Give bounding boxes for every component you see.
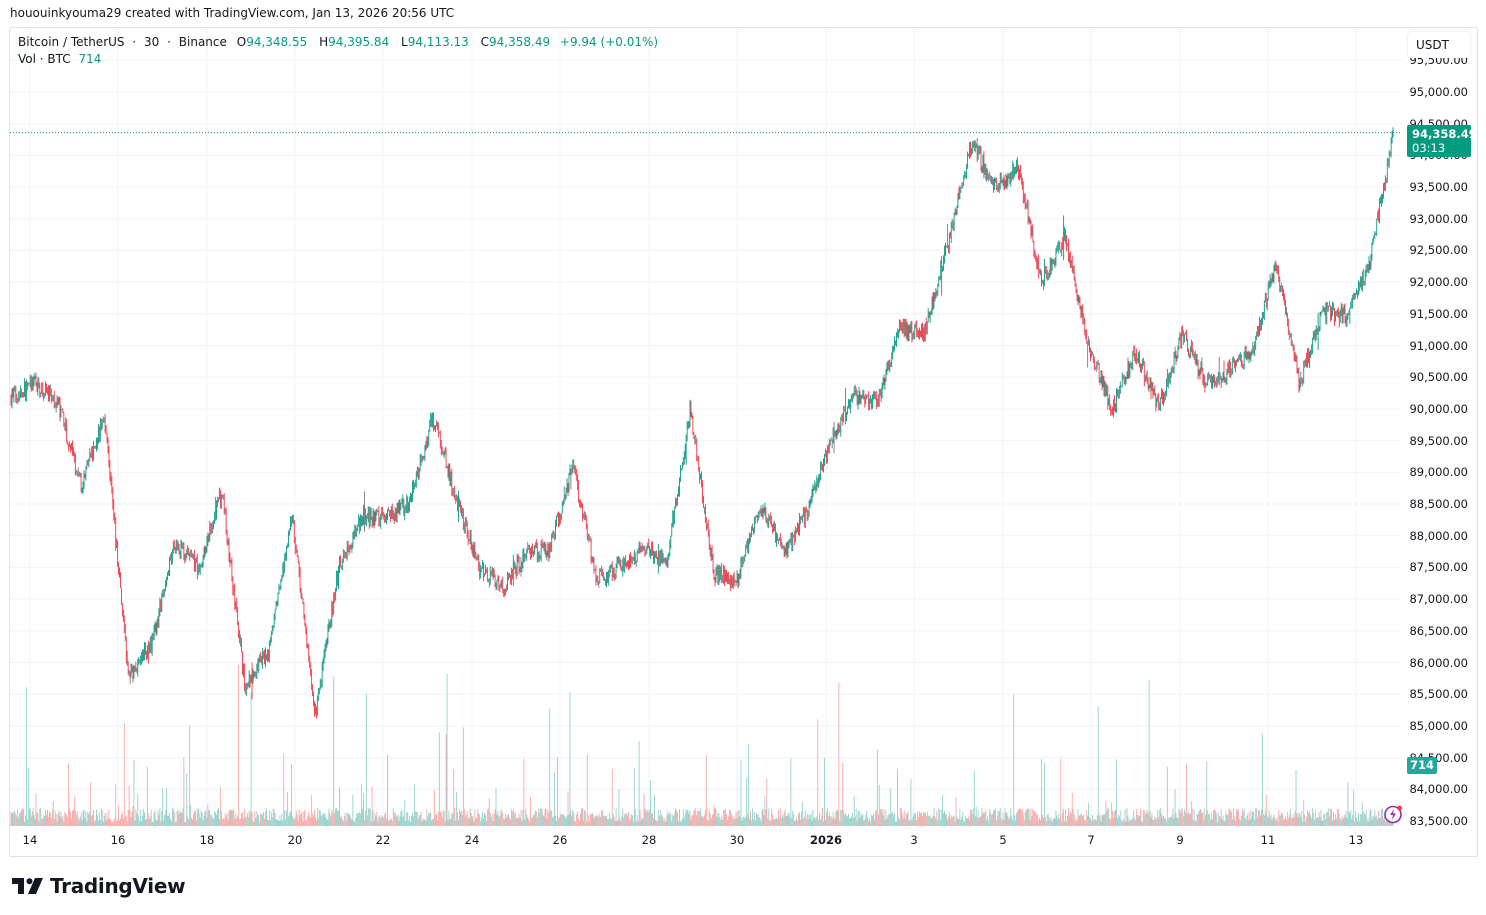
last-price-label: 94,358.49 03:13 bbox=[1407, 125, 1477, 157]
time-tick: 7 bbox=[1087, 833, 1095, 847]
time-tick: 11 bbox=[1260, 833, 1276, 847]
price-tick: 93,500.00 bbox=[1409, 180, 1468, 195]
volume-label[interactable]: Vol · BTC bbox=[18, 52, 71, 66]
candlestick-chart[interactable] bbox=[10, 28, 1402, 826]
time-tick: 26 bbox=[552, 833, 568, 847]
price-tick: 95,000.00 bbox=[1409, 85, 1468, 99]
price-tick: 88,500.00 bbox=[1409, 497, 1468, 512]
time-tick: 2026 bbox=[809, 833, 843, 847]
price-tick: 83,500.00 bbox=[1409, 814, 1468, 828]
brand-name: TradingView bbox=[50, 874, 186, 898]
time-tick: 14 bbox=[22, 833, 38, 847]
time-tick: 13 bbox=[1348, 833, 1364, 847]
time-tick: 3 bbox=[910, 833, 918, 847]
price-tick: 91,500.00 bbox=[1409, 306, 1468, 321]
price-tick: 92,000.00 bbox=[1409, 275, 1468, 290]
price-tick: 90,500.00 bbox=[1409, 370, 1468, 385]
price-tick: 89,000.00 bbox=[1409, 465, 1468, 480]
open-value: 94,348.55 bbox=[246, 35, 308, 49]
change-value: +9.94 (+0.01%) bbox=[559, 35, 659, 49]
price-tick: 92,500.00 bbox=[1409, 243, 1468, 258]
exchange: Binance bbox=[178, 35, 227, 49]
time-tick: 16 bbox=[110, 833, 126, 847]
price-tick: 90,000.00 bbox=[1409, 401, 1468, 416]
low-value: 94,113.13 bbox=[407, 35, 469, 49]
price-tick: 89,500.00 bbox=[1409, 433, 1468, 448]
time-tick: 24 bbox=[464, 833, 480, 847]
volume-axis-badge: 714 bbox=[1407, 757, 1437, 774]
time-tick: 28 bbox=[641, 833, 657, 847]
price-tick: 87,500.00 bbox=[1409, 560, 1468, 575]
chart-frame bbox=[9, 27, 1478, 857]
time-tick: 22 bbox=[375, 833, 391, 847]
tradingview-logo[interactable]: TradingView bbox=[12, 874, 186, 898]
price-tick: 87,000.00 bbox=[1409, 592, 1468, 607]
bolt-icon[interactable] bbox=[1383, 804, 1403, 824]
close-value: 94,358.49 bbox=[489, 35, 551, 49]
price-tick: 84,000.00 bbox=[1409, 782, 1468, 797]
time-tick: 20 bbox=[287, 833, 303, 847]
snapshot-caption: hououinkyouma29 created with TradingView… bbox=[10, 6, 455, 20]
chart-plot-area[interactable] bbox=[10, 28, 1402, 826]
legend-volume-row: Vol · BTC 714 bbox=[18, 51, 658, 68]
bar-countdown: 03:13 bbox=[1412, 141, 1446, 155]
time-tick: 5 bbox=[999, 833, 1007, 847]
high-value: 94,395.84 bbox=[328, 35, 390, 49]
price-tick: 91,000.00 bbox=[1409, 338, 1468, 353]
symbol-name[interactable]: Bitcoin / TetherUS bbox=[18, 35, 125, 49]
time-tick: 18 bbox=[199, 833, 215, 847]
price-tick: 93,000.00 bbox=[1409, 211, 1468, 226]
price-tick: 86,500.00 bbox=[1409, 623, 1468, 638]
time-tick: 9 bbox=[1176, 833, 1184, 847]
price-tick: 86,000.00 bbox=[1409, 655, 1468, 670]
last-price-value: 94,358.49 bbox=[1412, 127, 1477, 141]
time-tick: 30 bbox=[729, 833, 745, 847]
chart-legend: Bitcoin / TetherUS · 30 · Binance O94,34… bbox=[18, 34, 658, 68]
tradingview-logo-icon bbox=[12, 878, 43, 894]
legend-ohlc-row: Bitcoin / TetherUS · 30 · Binance O94,34… bbox=[18, 35, 659, 49]
price-tick: 88,000.00 bbox=[1409, 528, 1468, 543]
time-axis[interactable]: 14 16 18 20 22 24 26 28 30 2026 3 5 7 9 11 13 bbox=[10, 826, 1402, 854]
price-tick: 85,000.00 bbox=[1409, 718, 1468, 733]
volume-value: 714 bbox=[78, 52, 102, 66]
currency-button[interactable]: USDT bbox=[1408, 32, 1470, 58]
price-tick: 85,500.00 bbox=[1409, 687, 1468, 702]
interval[interactable]: 30 bbox=[144, 35, 160, 49]
